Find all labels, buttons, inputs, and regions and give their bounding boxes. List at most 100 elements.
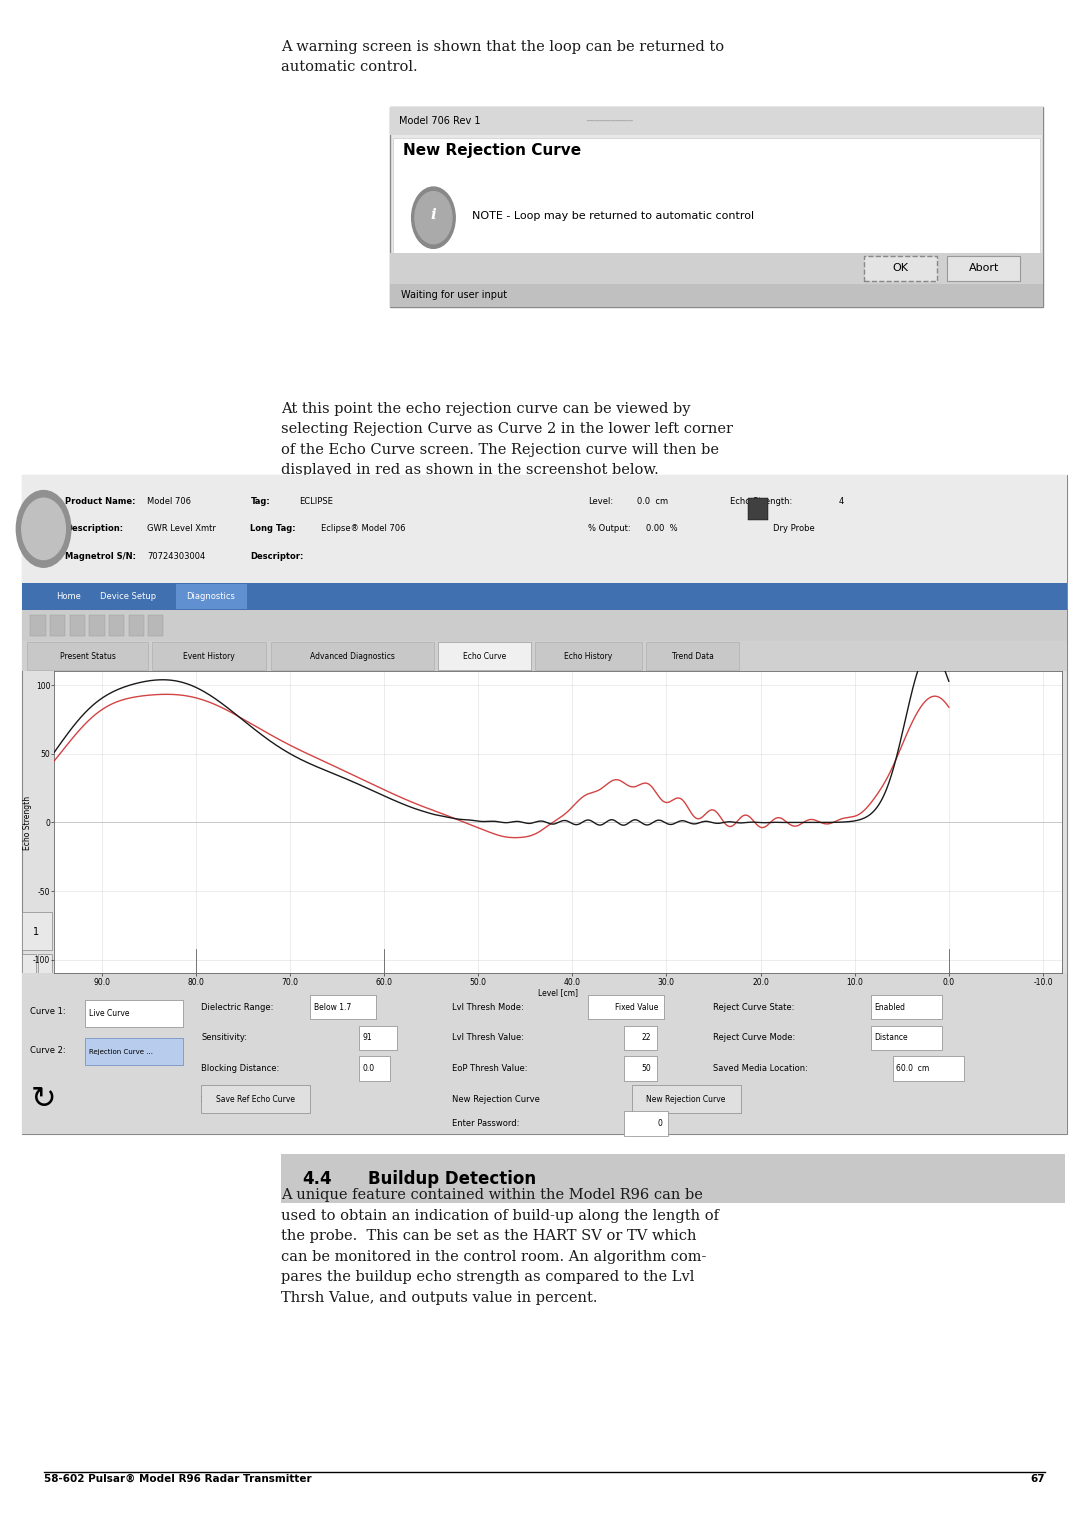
Text: 4.4: 4.4 <box>303 1170 332 1188</box>
Text: Model 706: Model 706 <box>147 497 191 506</box>
FancyBboxPatch shape <box>588 995 664 1019</box>
FancyBboxPatch shape <box>201 1085 310 1113</box>
Text: Curve 1:: Curve 1: <box>30 1007 66 1016</box>
Text: ━━━━━━━━━━━: ━━━━━━━━━━━ <box>586 118 633 124</box>
Text: 0.0: 0.0 <box>363 1064 375 1073</box>
X-axis label: Level [cm]: Level [cm] <box>538 987 578 996</box>
FancyBboxPatch shape <box>85 1038 183 1065</box>
Text: 0: 0 <box>658 1119 662 1128</box>
Text: Waiting for user input: Waiting for user input <box>401 290 506 300</box>
FancyBboxPatch shape <box>22 641 1067 671</box>
Text: Magnetrol S/N:: Magnetrol S/N: <box>65 552 136 561</box>
FancyBboxPatch shape <box>536 642 643 670</box>
FancyBboxPatch shape <box>22 973 1067 1134</box>
Circle shape <box>22 498 65 560</box>
Text: Dielectric Range:: Dielectric Range: <box>201 1003 273 1012</box>
Text: Descriptor:: Descriptor: <box>250 552 304 561</box>
Text: Save Ref Echo Curve: Save Ref Echo Curve <box>217 1095 295 1104</box>
FancyBboxPatch shape <box>129 615 144 636</box>
FancyBboxPatch shape <box>864 256 937 281</box>
FancyBboxPatch shape <box>281 1154 1065 1203</box>
Text: 58-602 Pulsar® Model R96 Radar Transmitter: 58-602 Pulsar® Model R96 Radar Transmitt… <box>44 1473 311 1484</box>
FancyBboxPatch shape <box>152 642 266 670</box>
Text: Home: Home <box>57 592 81 601</box>
FancyBboxPatch shape <box>748 498 768 520</box>
FancyBboxPatch shape <box>148 615 163 636</box>
Text: ECLIPSE: ECLIPSE <box>299 497 333 506</box>
Text: 0.0  cm: 0.0 cm <box>637 497 669 506</box>
Text: At this point the echo rejection curve can be viewed by
selecting Rejection Curv: At this point the echo rejection curve c… <box>281 402 733 477</box>
Text: Trend Data: Trend Data <box>672 652 713 661</box>
Text: 60.0  cm: 60.0 cm <box>896 1064 930 1073</box>
Text: Lvl Thresh Value:: Lvl Thresh Value: <box>452 1033 524 1042</box>
Text: Sensitivity:: Sensitivity: <box>201 1033 247 1042</box>
Text: ↻: ↻ <box>30 1085 57 1113</box>
Text: Description:: Description: <box>65 524 123 533</box>
Text: Enabled: Enabled <box>874 1003 905 1012</box>
Text: Product Name:: Product Name: <box>65 497 136 506</box>
Text: Saved Media Location:: Saved Media Location: <box>713 1064 808 1073</box>
FancyBboxPatch shape <box>270 642 433 670</box>
FancyBboxPatch shape <box>38 954 52 973</box>
Text: Model 706 Rev 1: Model 706 Rev 1 <box>399 117 480 126</box>
Text: Tag:: Tag: <box>250 497 270 506</box>
Text: Dry Probe: Dry Probe <box>773 524 815 533</box>
Text: Enter Password:: Enter Password: <box>452 1119 519 1128</box>
Text: Advanced Diagnostics: Advanced Diagnostics <box>310 652 394 661</box>
Text: Reject Curve State:: Reject Curve State: <box>713 1003 795 1012</box>
Text: NOTE - Loop may be returned to automatic control: NOTE - Loop may be returned to automatic… <box>472 212 754 221</box>
Text: Device Setup: Device Setup <box>100 592 157 601</box>
Text: 50: 50 <box>641 1064 651 1073</box>
FancyBboxPatch shape <box>647 642 738 670</box>
FancyBboxPatch shape <box>359 1026 397 1050</box>
FancyBboxPatch shape <box>95 584 166 609</box>
FancyBboxPatch shape <box>89 615 105 636</box>
FancyBboxPatch shape <box>310 995 376 1019</box>
Text: Long Tag:: Long Tag: <box>250 524 296 533</box>
Text: Abort: Abort <box>969 264 999 273</box>
Text: New Rejection Curve: New Rejection Curve <box>647 1095 725 1104</box>
FancyBboxPatch shape <box>893 1056 964 1081</box>
Text: New Rejection Curve: New Rejection Curve <box>403 143 582 158</box>
Text: 0.00  %: 0.00 % <box>646 524 677 533</box>
Text: 70724303004: 70724303004 <box>147 552 205 561</box>
Text: Below 1.7: Below 1.7 <box>314 1003 351 1012</box>
FancyBboxPatch shape <box>30 615 46 636</box>
FancyBboxPatch shape <box>393 138 1040 261</box>
Text: Diagnostics: Diagnostics <box>186 592 234 601</box>
Text: A unique feature contained within the Model R96 can be
used to obtain an indicat: A unique feature contained within the Mo… <box>281 1188 719 1305</box>
FancyBboxPatch shape <box>109 615 124 636</box>
FancyBboxPatch shape <box>22 583 1067 610</box>
FancyBboxPatch shape <box>871 995 942 1019</box>
FancyBboxPatch shape <box>85 1000 183 1027</box>
Text: Level:: Level: <box>588 497 613 506</box>
Text: Event History: Event History <box>183 652 235 661</box>
FancyBboxPatch shape <box>22 610 1067 641</box>
FancyBboxPatch shape <box>70 615 85 636</box>
Text: Blocking Distance:: Blocking Distance: <box>201 1064 280 1073</box>
Text: Present Status: Present Status <box>60 652 115 661</box>
Text: i: i <box>430 207 437 222</box>
FancyBboxPatch shape <box>624 1056 657 1081</box>
Text: 22: 22 <box>641 1033 651 1042</box>
Text: Echo History: Echo History <box>564 652 613 661</box>
Text: New Rejection Curve: New Rejection Curve <box>452 1095 540 1104</box>
Text: Rejection Curve ...: Rejection Curve ... <box>89 1049 154 1055</box>
FancyBboxPatch shape <box>871 1026 942 1050</box>
Text: Echo Strength:: Echo Strength: <box>730 497 792 506</box>
FancyBboxPatch shape <box>438 642 530 670</box>
FancyBboxPatch shape <box>624 1111 668 1136</box>
Text: EoP Thresh Value:: EoP Thresh Value: <box>452 1064 527 1073</box>
FancyBboxPatch shape <box>359 1056 390 1081</box>
FancyBboxPatch shape <box>390 107 1043 307</box>
Text: 4: 4 <box>839 497 844 506</box>
Text: Live Curve: Live Curve <box>89 1009 130 1018</box>
Text: Distance: Distance <box>874 1033 908 1042</box>
Text: Curve 2:: Curve 2: <box>30 1046 66 1055</box>
FancyBboxPatch shape <box>22 475 1067 583</box>
FancyBboxPatch shape <box>624 1026 657 1050</box>
FancyBboxPatch shape <box>22 475 1067 1134</box>
Text: Lvl Thresh Mode:: Lvl Thresh Mode: <box>452 1003 524 1012</box>
FancyBboxPatch shape <box>22 912 52 950</box>
Circle shape <box>412 187 455 248</box>
